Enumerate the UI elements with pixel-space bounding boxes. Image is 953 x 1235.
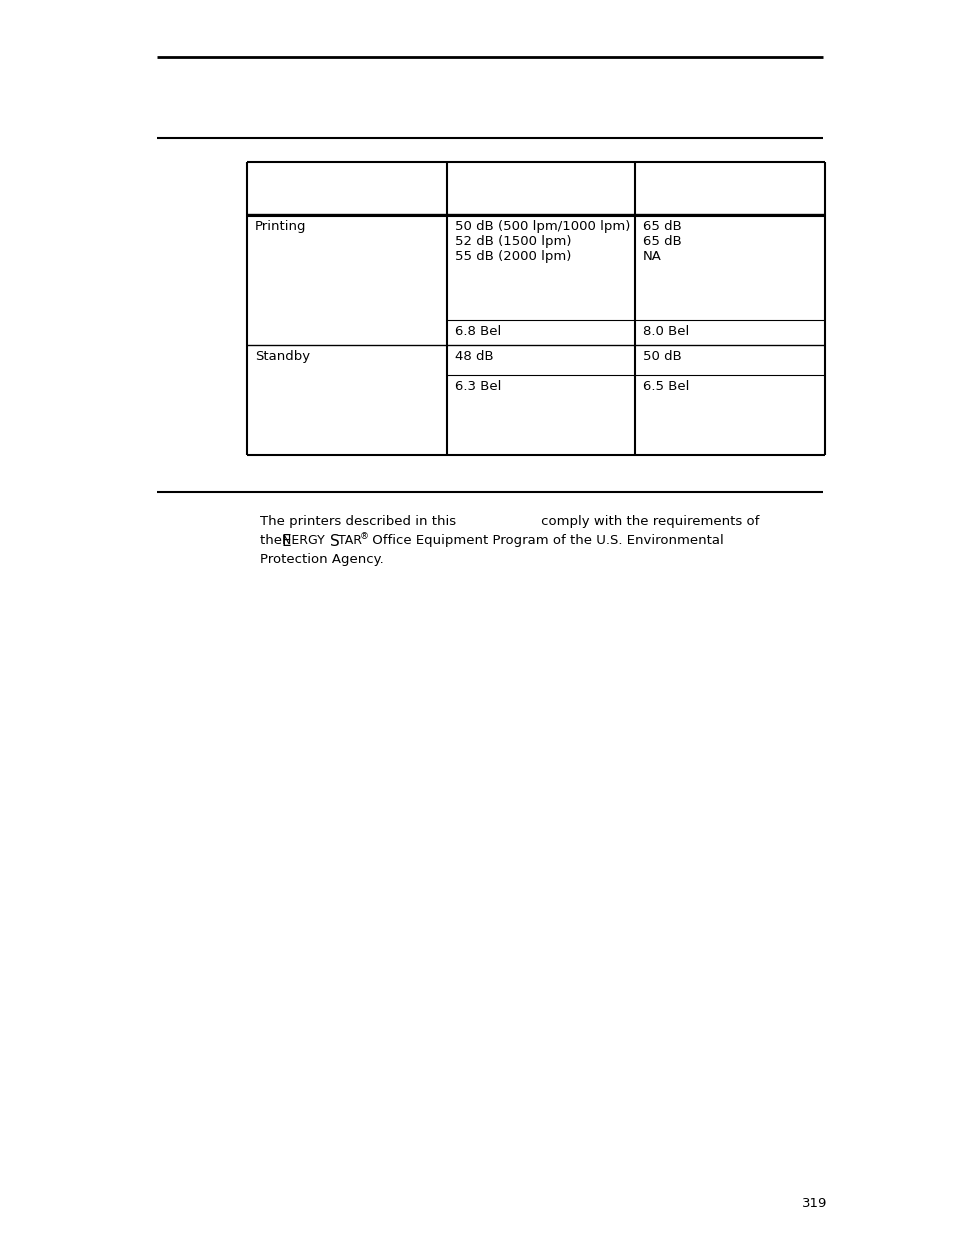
Text: 65 dB
65 dB
NA: 65 dB 65 dB NA [642,220,681,263]
Text: 6.5 Bel: 6.5 Bel [642,380,689,393]
Text: Printing: Printing [254,220,306,233]
Text: 6.3 Bel: 6.3 Bel [455,380,501,393]
Text: Office Equipment Program of the U.S. Environmental: Office Equipment Program of the U.S. Env… [368,534,723,547]
Text: ®: ® [359,532,369,541]
Text: 50 dB (500 lpm/1000 lpm)
52 dB (1500 lpm)
55 dB (2000 lpm): 50 dB (500 lpm/1000 lpm) 52 dB (1500 lpm… [455,220,630,263]
Text: E: E [282,534,292,550]
Text: 48 dB: 48 dB [455,350,493,363]
Text: 6.8 Bel: 6.8 Bel [455,325,500,338]
Text: Protection Agency.: Protection Agency. [260,553,383,566]
Text: 319: 319 [801,1197,826,1210]
Text: the: the [260,534,286,547]
Text: 8.0 Bel: 8.0 Bel [642,325,688,338]
Text: NERGY: NERGY [282,534,329,547]
Text: The printers described in this                    comply with the requirements o: The printers described in this comply wi… [260,515,759,529]
Text: S: S [330,534,339,550]
Text: Standby: Standby [254,350,310,363]
Text: TAR: TAR [337,534,361,547]
Text: 50 dB: 50 dB [642,350,681,363]
